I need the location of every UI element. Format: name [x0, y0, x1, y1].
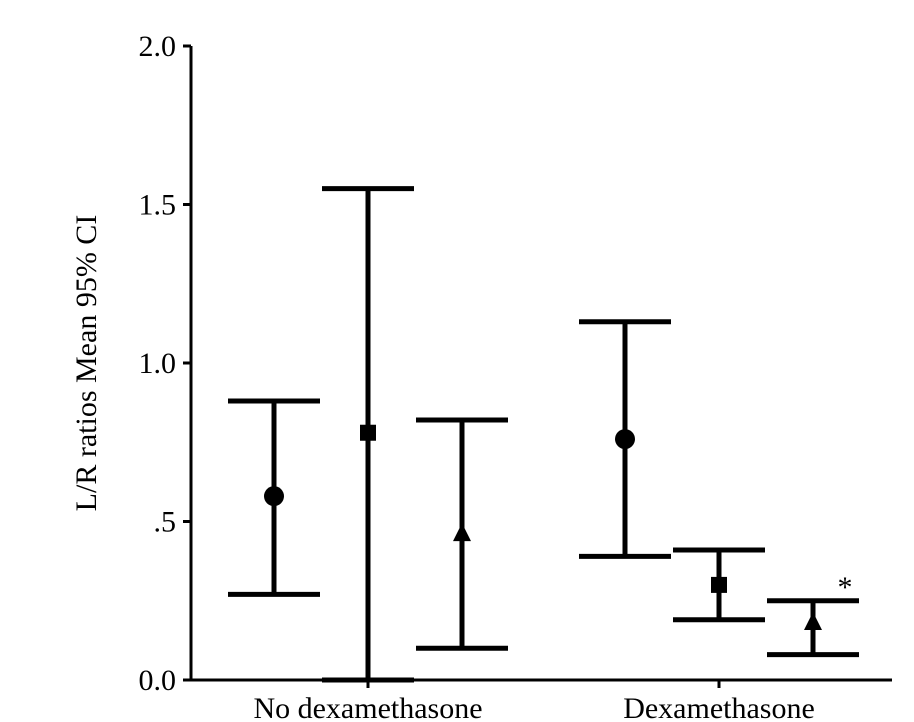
y-axis-ticks: 0.0 .5 1.0 1.5 2.0 — [139, 30, 191, 697]
error-bars — [228, 186, 859, 683]
x-category-label: Dexamethasone — [623, 692, 815, 722]
y-tick-label: 1.0 — [139, 347, 177, 380]
x-category-label: No dexamethasone — [253, 692, 482, 722]
error-bar-triangle — [767, 598, 859, 658]
error-bar-circle — [579, 319, 671, 559]
error-bar-square — [673, 547, 765, 623]
mean-marker-square — [711, 576, 727, 593]
error-bar-triangle — [416, 417, 508, 651]
significance-asterisk: * — [838, 571, 853, 604]
error-bar-circle — [228, 398, 320, 597]
mean-marker-circle — [615, 429, 635, 450]
mean-marker-triangle — [453, 523, 471, 542]
mean-marker-circle — [264, 486, 284, 507]
error-bar-square — [322, 186, 414, 683]
mean-marker-triangle — [804, 611, 822, 630]
y-tick-label: 0.0 — [139, 664, 177, 697]
y-tick-label: .5 — [154, 506, 177, 539]
y-tick-label: 2.0 — [139, 30, 177, 63]
x-axis-categories: No dexamethasone Dexamethasone — [253, 680, 815, 722]
y-tick-label: 1.5 — [139, 189, 177, 222]
mean-marker-square — [360, 424, 376, 441]
y-axis-title: L/R ratios Mean 95% CI — [70, 215, 103, 512]
